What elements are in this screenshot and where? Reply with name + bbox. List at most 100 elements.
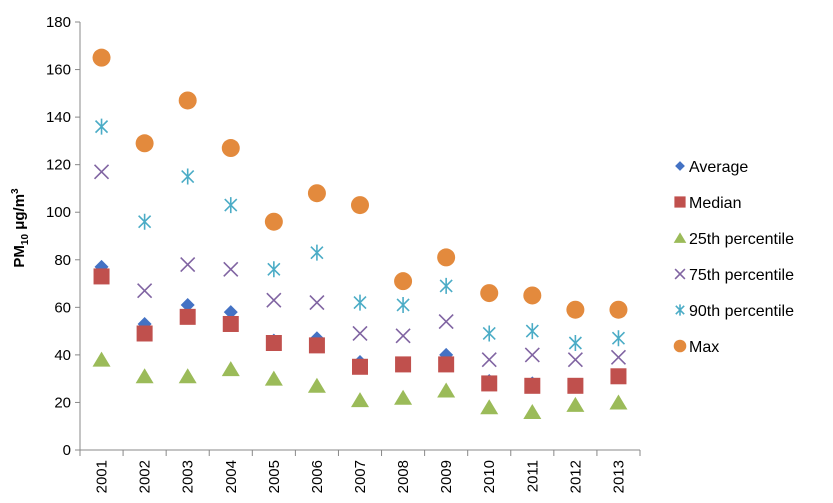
data-point (610, 349, 627, 365)
data-point (438, 314, 454, 330)
x-tick-label: 2006 (309, 460, 326, 493)
legend: Average Median 25th percentile 75th percent… (673, 159, 794, 356)
data-point (566, 396, 585, 412)
data-point (181, 168, 195, 185)
data-point (352, 325, 368, 342)
data-point (265, 335, 282, 351)
x-tick-label: 2011 (524, 460, 541, 492)
x-tick-label: 2005 (266, 460, 283, 493)
data-point (524, 377, 541, 394)
data-point (524, 347, 540, 363)
data-point (223, 305, 238, 320)
data-point (138, 213, 152, 230)
y-ticks: 0 20 40 60 80 100 120 140 160 180 (46, 14, 80, 459)
data-point (439, 277, 453, 294)
y-axis-label-unit: μg/m (11, 194, 28, 234)
y-tick-label: 100 (46, 204, 71, 221)
data-point (394, 389, 413, 405)
data-point (309, 295, 325, 311)
x-tick-label: 2001 (94, 460, 111, 493)
data-point (525, 323, 539, 340)
data-point (178, 368, 197, 384)
y-tick-label: 160 (46, 62, 71, 79)
y-axis-label-main: PM (11, 245, 28, 268)
data-point (523, 403, 542, 419)
data-point (609, 300, 628, 319)
data-point (92, 351, 111, 367)
data-point (179, 308, 196, 325)
y-tick-label: 140 (46, 109, 71, 126)
data-point (221, 139, 240, 158)
data-point (351, 392, 369, 408)
series-90th-percentile (94, 118, 626, 351)
x-ticks: 2001 2002 2003 2004 2005 2006 2007 2008 2009 2010… (79, 450, 641, 493)
legend-label: 90th percentile (689, 303, 794, 320)
svg-text:PM10 μg/m3: PM10 μg/m3 (10, 188, 31, 268)
data-point (351, 196, 369, 215)
data-point (92, 48, 111, 67)
data-point (308, 337, 325, 354)
data-point (180, 256, 196, 273)
data-point (609, 394, 628, 410)
y-tick-label: 80 (54, 252, 71, 269)
legend-label: Average (689, 159, 748, 176)
data-point (266, 292, 282, 308)
data-point (437, 248, 456, 267)
y-tick-label: 180 (46, 14, 71, 31)
data-point (566, 300, 585, 319)
data-point (180, 297, 195, 312)
data-point (135, 134, 154, 153)
legend-label: 25th percentile (689, 231, 794, 248)
legend-label: Median (689, 195, 741, 212)
data-point (437, 382, 456, 398)
data-point (307, 184, 326, 203)
data-point (395, 356, 412, 373)
x-tick-label: 2007 (352, 460, 369, 493)
y-tick-label: 120 (46, 157, 71, 174)
data-point (568, 335, 582, 351)
data-points (92, 48, 628, 419)
data-point (137, 283, 153, 299)
x-tick-label: 2002 (137, 460, 154, 493)
data-point (223, 261, 239, 277)
legend-marker (675, 161, 685, 171)
data-point (481, 375, 498, 392)
data-point (264, 370, 283, 386)
x-tick-label: 2008 (395, 460, 412, 493)
data-point (136, 325, 153, 342)
data-point (353, 294, 367, 311)
data-point (307, 377, 326, 393)
data-point (611, 330, 626, 347)
data-point (352, 358, 368, 375)
data-point (178, 91, 197, 110)
data-point (135, 368, 154, 384)
legend-label: Max (689, 339, 719, 356)
y-axis-label-sup: 3 (10, 188, 21, 194)
data-point (480, 399, 499, 415)
data-point (222, 315, 239, 332)
data-point (267, 261, 281, 278)
legend-marker (673, 232, 687, 243)
data-point (482, 325, 496, 342)
data-point (567, 377, 584, 394)
legend-marker (674, 268, 686, 280)
legend-marker (674, 196, 686, 208)
series-median (93, 268, 627, 394)
data-point (394, 272, 413, 291)
x-tick-label: 2012 (567, 460, 584, 493)
series-max (92, 48, 628, 319)
data-point (93, 164, 110, 180)
data-point (481, 352, 497, 368)
x-tick-label: 2003 (180, 460, 197, 493)
data-point (310, 244, 324, 261)
data-point (480, 284, 499, 303)
data-point (567, 352, 583, 368)
x-tick-label: 2004 (223, 460, 240, 493)
axes (79, 22, 640, 451)
data-point (221, 361, 240, 377)
series-25th-percentile (92, 351, 628, 419)
y-axis-label-sub: 10 (20, 234, 31, 246)
legend-label: 75th percentile (689, 267, 794, 284)
data-point (523, 286, 542, 305)
